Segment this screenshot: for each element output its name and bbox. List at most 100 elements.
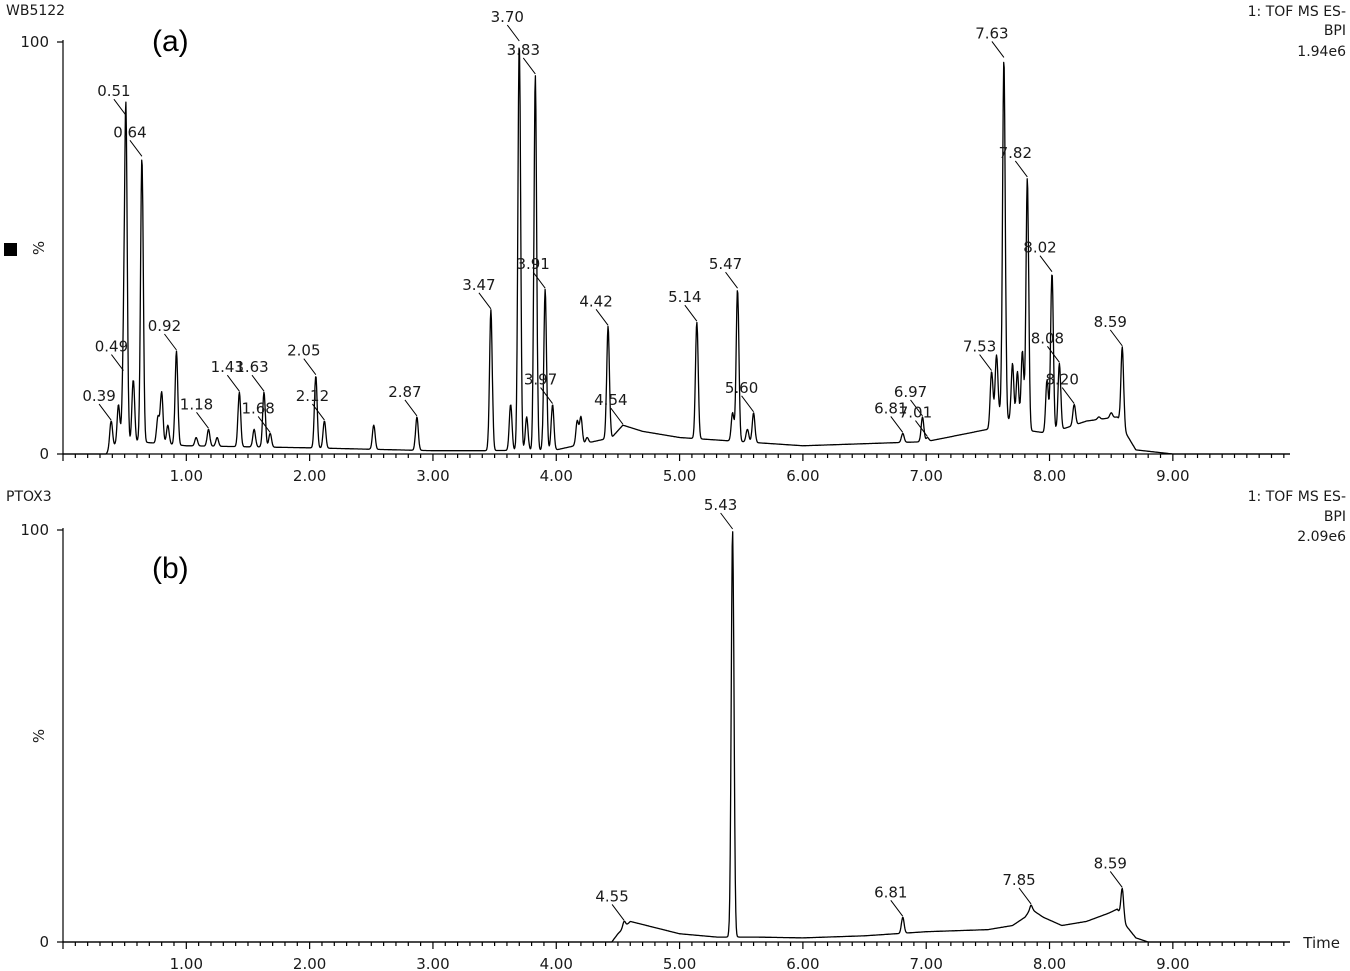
panel-label: (a)	[152, 25, 189, 58]
x-tick-label: 1.00	[170, 955, 203, 971]
peak-label: 6.81	[874, 883, 907, 901]
x-tick-label: 7.00	[910, 955, 943, 971]
sample-name: PTOX3	[6, 489, 52, 505]
peak-leader	[595, 308, 609, 326]
peak-leader	[404, 399, 418, 417]
sample-name: WB5122	[6, 3, 65, 19]
y-axis-label: %	[30, 241, 48, 255]
peak-leader	[720, 512, 734, 530]
peak-leader	[478, 292, 492, 310]
x-tick-label: 5.00	[663, 955, 696, 971]
header-line-1: BPI	[1324, 509, 1346, 525]
peak-label: 3.83	[507, 41, 540, 59]
x-tick-label: 6.00	[786, 467, 819, 485]
peak-label: 5.47	[709, 255, 742, 273]
peak-leader	[725, 271, 738, 289]
peak-leader	[890, 416, 904, 433]
header-line-2: 2.09e6	[1297, 529, 1346, 545]
peak-leader	[979, 354, 992, 371]
peak-label: 3.97	[524, 371, 557, 389]
peak-leader	[1109, 871, 1123, 888]
peak-label: 6.81	[874, 399, 907, 417]
peak-label: 1.63	[235, 358, 268, 376]
header-line-0: 1: TOF MS ES-	[1248, 489, 1346, 505]
y-axis-label: %	[30, 729, 48, 743]
peak-leader	[1014, 160, 1028, 178]
peak-leader	[196, 411, 209, 429]
x-tick-label: 5.00	[663, 467, 696, 485]
x-tick-label: 3.00	[416, 955, 449, 971]
x-tick-label: 1.00	[170, 467, 203, 485]
peak-label: 0.64	[113, 123, 146, 141]
peak-label: 7.01	[899, 404, 932, 422]
peak-label: 7.82	[999, 144, 1032, 162]
peak-label: 2.87	[388, 383, 421, 401]
peak-label: 0.92	[148, 317, 181, 335]
peak-label: 5.43	[704, 496, 737, 514]
peak-leader	[532, 271, 546, 289]
x-tick-label: 7.00	[910, 467, 943, 485]
header-line-0: 1: TOF MS ES-	[1248, 4, 1346, 20]
x-tick-label: 2.00	[293, 467, 326, 485]
peak-label: 4.54	[594, 391, 627, 409]
peak-leader	[98, 403, 112, 421]
selection-marker	[4, 243, 17, 256]
peak-leader	[251, 374, 265, 392]
x-tick-label: 9.00	[1156, 955, 1189, 971]
x-tick-label: 4.00	[540, 467, 573, 485]
peak-label: 5.14	[668, 288, 701, 306]
peak-leader	[164, 333, 177, 351]
x-tick-label: 8.00	[1033, 467, 1066, 485]
peak-label: 4.55	[595, 887, 628, 905]
peak-label: 1.68	[241, 399, 274, 417]
peak-label: 7.63	[975, 24, 1008, 42]
peak-leader	[540, 387, 553, 404]
peak-label: 7.53	[963, 338, 996, 356]
header-line-2: 1.94e6	[1297, 44, 1346, 60]
peak-label: 1.43	[211, 358, 244, 376]
chromatogram-trace	[62, 47, 1291, 455]
peak-label: 0.49	[95, 338, 128, 356]
peak-label: 8.02	[1023, 239, 1056, 257]
peak-leader	[506, 24, 520, 42]
x-tick-label: 4.00	[540, 955, 573, 971]
peak-leader	[611, 904, 625, 921]
peak-leader	[1046, 346, 1060, 363]
x-axis-label: Time	[1302, 934, 1340, 952]
panel-b: PTOX3 1: TOF MS ES- BPI 2.09e6 (b) 0 100% 1.00 2…	[6, 489, 1346, 971]
peak-label: 6.97	[894, 383, 927, 401]
peak-leader	[910, 399, 923, 417]
peak-leader	[312, 403, 325, 421]
peak-label: 2.12	[296, 387, 329, 405]
peak-label: 8.59	[1094, 313, 1127, 331]
peak-leader	[522, 57, 536, 75]
y-tick-label: 0	[39, 933, 49, 951]
peak-leader	[684, 304, 698, 322]
y-tick-label: 100	[20, 521, 49, 539]
peak-leader	[129, 140, 143, 157]
panel-label: (b)	[152, 552, 189, 585]
peak-label: 3.70	[491, 8, 524, 26]
x-tick-label: 9.00	[1156, 467, 1189, 485]
peak-label: 8.08	[1031, 329, 1064, 347]
y-tick-label: 0	[39, 445, 49, 463]
peak-leader	[1109, 329, 1123, 347]
peak-leader	[303, 358, 317, 376]
header-line-1: BPI	[1324, 23, 1346, 39]
peak-label: 0.51	[97, 82, 130, 100]
peak-leader	[1018, 887, 1032, 905]
peak-leader	[111, 354, 124, 371]
peak-leader	[610, 407, 624, 425]
peak-label: 7.85	[1002, 871, 1035, 889]
peak-leader	[915, 420, 928, 437]
peak-label: 3.91	[516, 255, 549, 273]
peak-leader	[890, 899, 904, 917]
peak-leader	[226, 374, 240, 392]
panel-a: WB5122 1: TOF MS ES- BPI 1.94e6 (a) 0 100% 1.00…	[6, 3, 1346, 485]
peak-leader	[991, 41, 1005, 58]
peak-leader	[1039, 255, 1053, 273]
chromatogram-trace	[62, 531, 1291, 943]
peak-label: 8.20	[1045, 371, 1078, 389]
peak-leader	[113, 98, 127, 116]
